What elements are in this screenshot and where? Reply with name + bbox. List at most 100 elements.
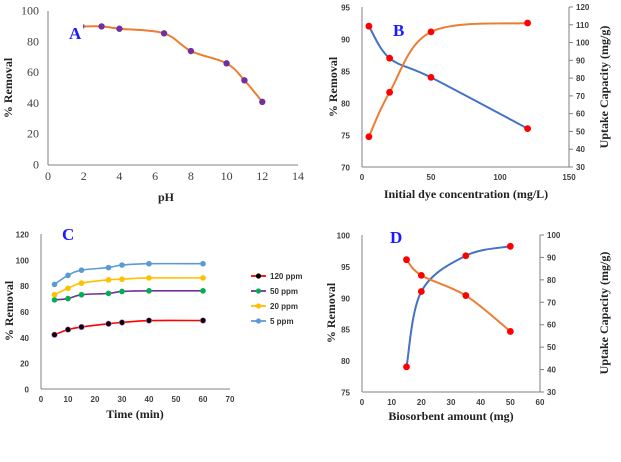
data-point [146, 260, 152, 267]
data-point [365, 133, 373, 141]
x-tick-label: 10 [387, 398, 396, 407]
legend-item: 120 ppm [251, 272, 302, 281]
data-point [146, 275, 152, 281]
data-point [51, 291, 58, 298]
y-tick-label: 40 [20, 334, 29, 343]
y-tick-label: 90 [341, 36, 350, 45]
y-axis-label: % Removal [2, 280, 16, 341]
panel-letter: A [69, 24, 82, 43]
y-tick-label: 120 [16, 231, 30, 240]
x-tick-label: 8 [188, 169, 194, 183]
data-point [506, 328, 514, 335]
x-axis-label: Time (min) [106, 407, 163, 421]
x-tick-label: 50 [506, 398, 515, 407]
y2-tick-label: 40 [547, 366, 556, 375]
y-tick-label: 75 [341, 132, 350, 141]
panel-letter: B [393, 21, 404, 40]
data-point [223, 60, 230, 67]
data-point [65, 272, 71, 279]
series--removal [83, 23, 266, 106]
data-point [386, 88, 393, 96]
data-point [200, 275, 206, 281]
data-point [118, 319, 126, 326]
x-tick-label: 20 [91, 395, 100, 404]
chart-panel-c: 0 10 20 30 40 50 60 70 0 20 40 60 80 100 120 Time (min)… [2, 225, 302, 421]
y2-tick-label: 70 [576, 92, 585, 101]
data-point [116, 25, 123, 32]
legend-label: 120 ppm [270, 272, 302, 281]
data-point [51, 281, 58, 288]
x-tick-label: 10 [64, 395, 73, 404]
y2-axis-label: Uptake Capacity (mg/g) [597, 252, 611, 375]
data-point [145, 317, 153, 324]
data-point [78, 323, 85, 331]
x-axis-label: pH [158, 190, 175, 204]
legend-label: 5 ppm [270, 317, 294, 326]
y2-tick-label: 80 [576, 74, 585, 83]
series-line [54, 289, 204, 301]
legend-label: 20 ppm [270, 302, 298, 311]
y-tick-label: 100 [21, 4, 39, 18]
legend: 120 ppm 50 ppm 20 ppm 5 ppm [251, 272, 302, 326]
x-tick-label: 12 [256, 169, 268, 183]
y-tick-label: 75 [341, 389, 350, 398]
x-tick-label: 60 [199, 395, 208, 404]
data-point [365, 22, 373, 30]
y-tick-label: 20 [27, 127, 39, 141]
y-tick-label: 0 [33, 158, 39, 172]
data-point [51, 297, 58, 303]
data-point [78, 267, 85, 273]
y2-tick-label: 60 [576, 110, 585, 119]
legend-item: 50 ppm [251, 287, 298, 296]
data-point [427, 28, 435, 36]
data-point [119, 262, 125, 268]
series-5-ppm [51, 260, 206, 288]
data-point [119, 276, 125, 283]
x-tick-label: 6 [152, 169, 158, 183]
y-tick-label: 80 [341, 357, 350, 366]
x-tick-label: 50 [172, 395, 181, 404]
y2-tick-label: 30 [576, 163, 585, 172]
x-tick-label: 150 [562, 173, 576, 182]
series-line [83, 25, 264, 103]
data-point [187, 47, 195, 55]
y-tick-label: 0 [25, 386, 30, 395]
series-line [54, 319, 204, 336]
y2-axis-label: Uptake Capacity (mg/g) [597, 26, 611, 149]
y2-tick-label: 80 [547, 276, 556, 285]
x-tick-label: 2 [81, 169, 87, 183]
series-uptake-capacity [365, 19, 531, 141]
chart-panel-d: 0 10 20 30 40 50 60 75 80 85 90 95 100 30 40 50 60 70 80 90… [324, 228, 611, 423]
y-tick-label: 100 [337, 232, 351, 241]
y-tick-label: 80 [20, 282, 29, 291]
x-axis-label: Biosorbent amount (mg) [388, 409, 513, 423]
data-point [65, 295, 71, 302]
series-line [367, 22, 528, 138]
y2-tick-label: 60 [547, 321, 556, 330]
y-tick-label: 80 [27, 34, 39, 48]
y-axis-label: % Removal [1, 57, 15, 118]
data-point [524, 125, 531, 132]
y-tick-label: 85 [341, 326, 350, 335]
y2-tick-label: 110 [576, 21, 589, 30]
data-point [78, 291, 85, 298]
legend-label: 50 ppm [270, 287, 298, 296]
x-tick-label: 14 [292, 169, 304, 183]
y-tick-label: 60 [20, 308, 29, 317]
y2-tick-label: 90 [576, 56, 585, 65]
y2-tick-label: 90 [547, 253, 556, 262]
data-point [524, 19, 531, 27]
series--removal [403, 242, 514, 371]
data-point [160, 30, 168, 37]
y2-tick-label: 70 [547, 298, 556, 307]
data-point [506, 242, 514, 250]
panel-letter: D [390, 228, 402, 247]
y-tick-label: 40 [27, 96, 39, 110]
data-point [78, 280, 85, 286]
y2-tick-label: 40 [576, 145, 585, 154]
x-tick-label: 0 [39, 395, 44, 404]
data-point [105, 320, 112, 327]
series-line [405, 258, 511, 333]
chart-panel-a: 0 2 4 6 8 10 12 14 0 20 40 60 80 100 pH % Removal A [1, 4, 304, 205]
data-point [462, 292, 470, 299]
